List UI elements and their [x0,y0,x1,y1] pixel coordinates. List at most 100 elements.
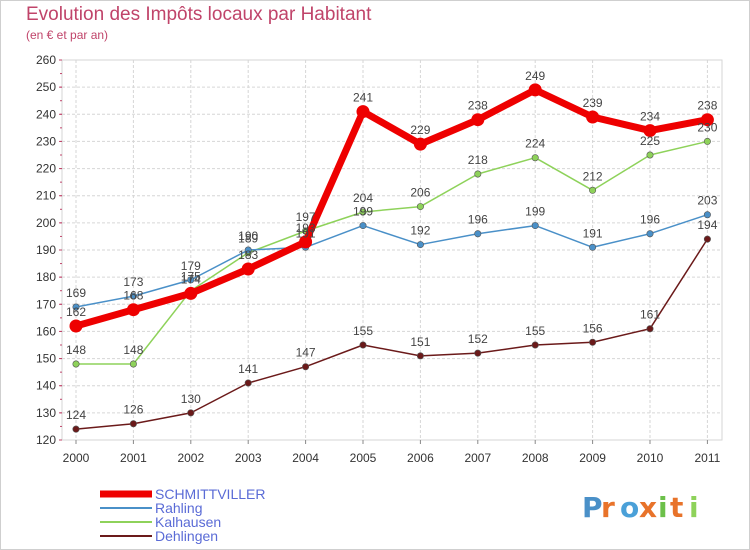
data-point [69,319,83,333]
data-point [586,110,600,124]
data-label: 199 [525,205,545,219]
x-tick-label: 2003 [235,451,262,465]
y-tick-label: 230 [36,134,56,148]
data-point [589,338,597,346]
y-tick-label: 180 [36,270,56,284]
x-tick-label: 2005 [350,451,377,465]
data-label: 224 [525,137,545,151]
y-tick-label: 130 [36,406,56,420]
y-tick-label: 210 [36,189,56,203]
data-point [187,409,195,417]
data-label: 229 [410,123,430,137]
data-label: 174 [181,272,201,286]
data-label: 196 [640,213,660,227]
data-label: 141 [238,362,258,376]
series-layer [69,83,714,433]
data-label: 212 [583,169,603,183]
data-point [72,360,80,368]
data-label: 203 [697,194,717,208]
y-tick-label: 120 [36,433,56,447]
x-tick-label: 2006 [407,451,434,465]
data-label: 249 [525,69,545,83]
data-point [531,222,539,230]
data-label: 206 [410,186,430,200]
x-tick-label: 2009 [579,451,606,465]
data-point [299,235,313,249]
data-label: 194 [697,218,717,232]
data-label: 147 [296,346,316,360]
data-label: 169 [66,286,86,300]
data-label: 148 [123,343,143,357]
data-label: 152 [468,332,488,346]
data-label: 193 [296,221,316,235]
data-point [187,276,195,284]
y-tick-label: 150 [36,352,56,366]
data-label: 124 [66,408,86,422]
data-point [356,105,370,119]
data-label: 130 [181,392,201,406]
proxiti-logo: Pr o x i t i [582,491,699,524]
data-label: 241 [353,91,373,105]
data-point [416,352,424,360]
y-tick-label: 260 [36,53,56,67]
data-point [359,208,367,216]
data-label: 168 [123,289,143,303]
legend-label: Dehlingen [155,528,218,544]
logo-letter: t [670,491,683,524]
data-point [359,222,367,230]
data-label: 191 [583,226,603,240]
series-line-schmittviller [72,86,711,330]
data-label: 190 [238,229,258,243]
data-label: 155 [525,324,545,338]
data-label: 161 [640,308,660,322]
data-label: 162 [66,305,86,319]
legend-label: Rahling [155,500,202,516]
data-point [531,341,539,349]
y-tick-label: 220 [36,162,56,176]
data-label: 151 [410,335,430,349]
y-tick-label: 200 [36,216,56,230]
series-line-dehlingen [75,238,709,430]
data-label: 238 [697,99,717,113]
data-point [244,246,252,254]
data-point [129,360,137,368]
logo-letter: P [582,491,603,524]
data-point [474,230,482,238]
grid [61,59,723,441]
data-point [416,241,424,249]
data-point [474,170,482,178]
logo-letter: x [639,491,657,524]
data-point [589,243,597,251]
data-label: 230 [697,120,717,134]
data-label: 155 [353,324,373,338]
chart-subtitle: (en € et par an) [26,28,109,42]
data-point [703,137,711,145]
data-label: 218 [468,153,488,167]
data-label: 239 [583,96,603,110]
x-tick-label: 2002 [177,451,204,465]
series-line-kalhausen [75,140,709,365]
data-label: 191 [296,226,316,240]
data-label: 234 [640,110,660,124]
data-label: 204 [353,191,373,205]
data-point [474,349,482,357]
y-tick-label: 240 [36,107,56,121]
data-label: 189 [238,232,258,246]
data-label: 225 [640,134,660,148]
data-point [72,425,80,433]
data-label: 173 [123,275,143,289]
y-tick-label: 140 [36,379,56,393]
data-labels: 124 126 130 141 147 155 151 152 155 156 161 194 148 1… [66,69,718,422]
data-label: 199 [353,205,373,219]
data-point [646,325,654,333]
chart-title: Evolution des Impôts locaux par Habitant [26,4,372,25]
x-tick-label: 2008 [522,451,549,465]
logo-letter: r [601,491,615,524]
series-line-rahling [75,213,709,308]
data-point [471,113,485,127]
data-point [129,420,137,428]
data-label: 126 [123,403,143,417]
data-point [416,203,424,211]
